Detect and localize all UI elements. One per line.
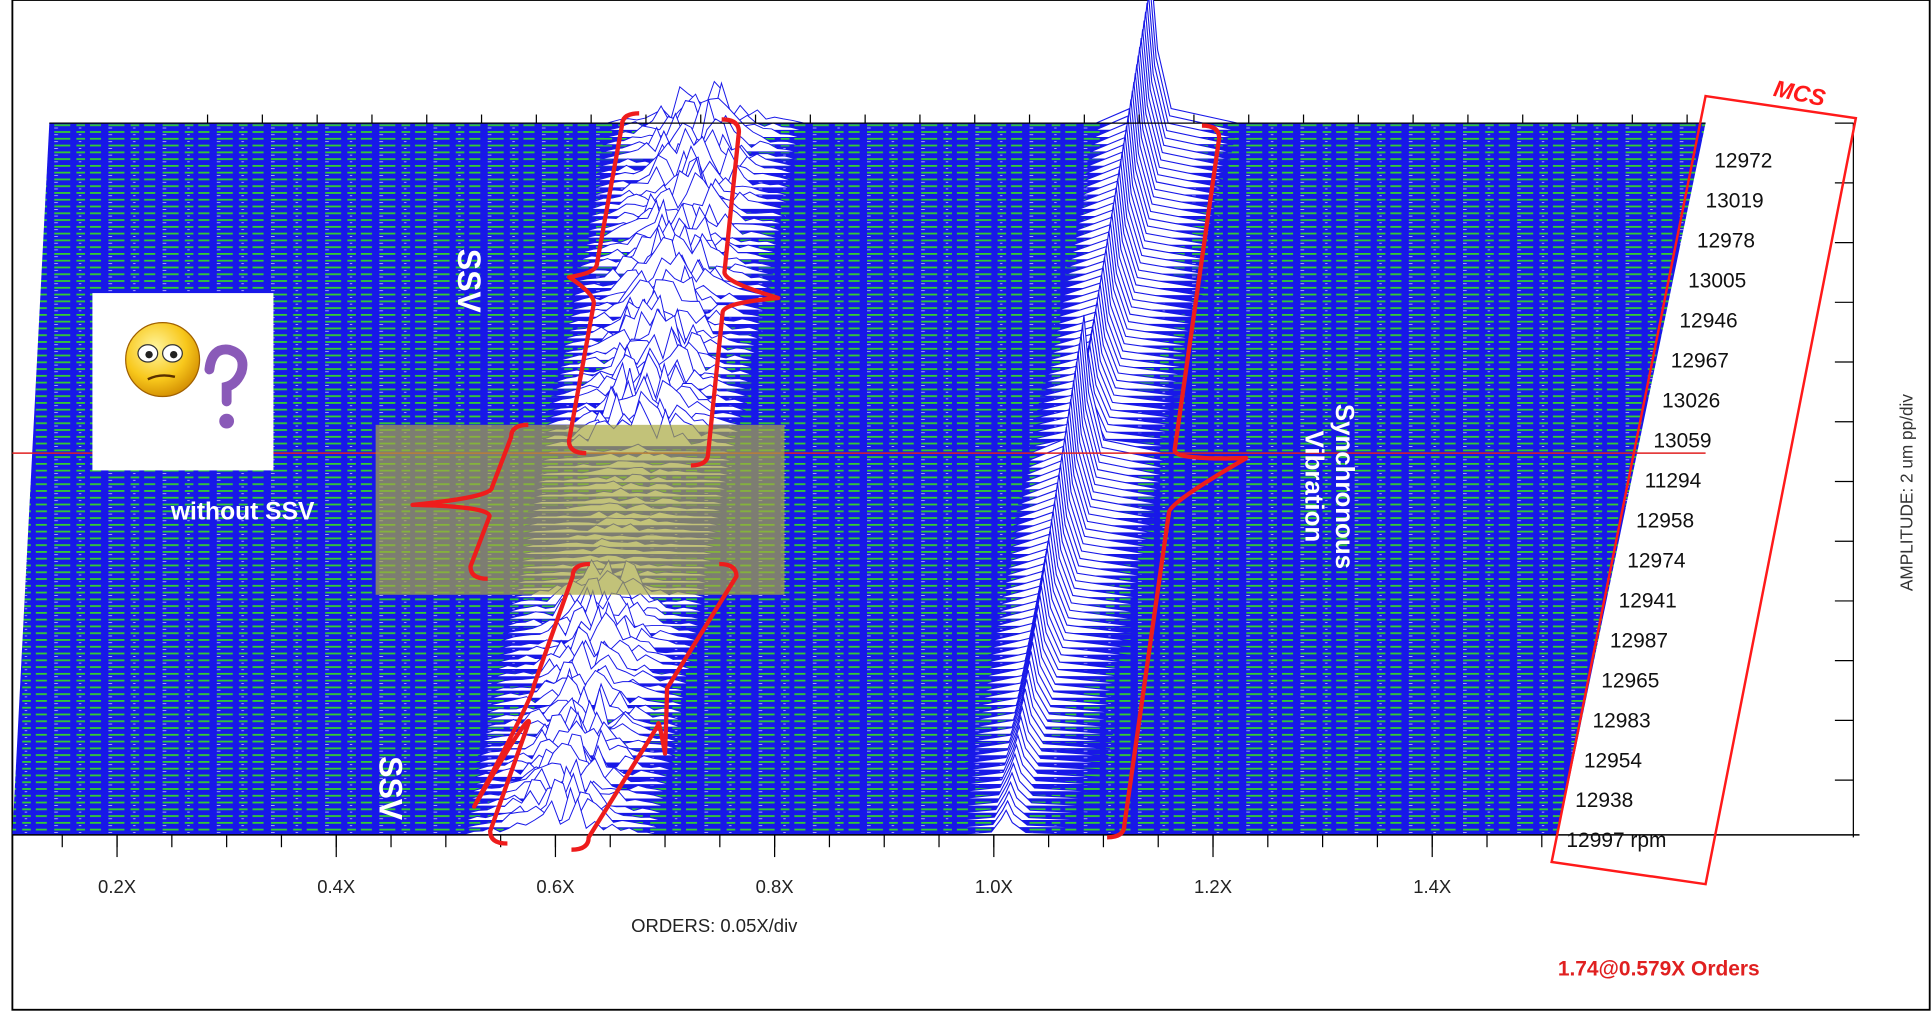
speed-label: 13005 [1688, 269, 1746, 292]
speed-label: 12965 [1601, 669, 1659, 692]
sync-trace [962, 733, 1105, 778]
ssv-trace [565, 279, 764, 325]
speed-label: 12954 [1584, 749, 1643, 772]
ssv-trace [583, 199, 781, 239]
sync-trace [966, 705, 1109, 757]
sync-trace [956, 771, 1099, 807]
speed-label: 12983 [1593, 709, 1651, 732]
speed-label: 12938 [1575, 789, 1633, 812]
sync-trace [958, 761, 1100, 800]
sync-trace [979, 623, 1122, 692]
speed-label: 12974 [1627, 549, 1686, 572]
ssv-trace [466, 772, 664, 814]
ssv-lower: SSV [372, 756, 408, 821]
ssv-trace [555, 325, 753, 376]
ssv-trace [492, 640, 690, 685]
speed-label: 13019 [1706, 189, 1764, 212]
x-tick-label: 1.2X [1194, 876, 1232, 897]
vibration-label: Vibration [1299, 431, 1327, 543]
without-ssv: without SSV [170, 499, 315, 526]
brace [571, 561, 739, 852]
ssv-trace [607, 80, 805, 124]
speed-label: 12987 [1610, 629, 1668, 652]
speed-label: 12958 [1636, 509, 1694, 532]
ssv-trace [488, 667, 686, 706]
annotations: without SSV SSV SSV Synchronous Vibratio… [170, 249, 1358, 821]
sync-trace [959, 752, 1102, 793]
brace [566, 111, 640, 456]
cursor-readout: 1.74@0.579X Orders [1558, 957, 1760, 980]
x-tick-label: 0.6X [536, 876, 574, 897]
sync-trace [981, 613, 1124, 685]
sync-trace [963, 724, 1106, 771]
sync-trace [972, 669, 1115, 728]
ssv-trace [558, 308, 756, 361]
sync-trace [968, 695, 1110, 750]
ssv-trace [498, 611, 696, 656]
sync-trace [974, 660, 1116, 721]
ssv-trace [461, 797, 659, 836]
x-tick-label: 0.2X [98, 876, 136, 897]
highlight-box [375, 424, 785, 595]
waterfall-background [12, 123, 1706, 835]
speed-label: 13026 [1662, 389, 1720, 412]
speed-label: 12997 rpm [1566, 829, 1666, 852]
speed-label: 12941 [1619, 589, 1677, 612]
x-tick-label: 0.4X [317, 876, 355, 897]
ssv-trace [587, 171, 786, 218]
x-tick-label: 1.0X [975, 876, 1013, 897]
speed-label: 12946 [1679, 309, 1737, 332]
x-axis-label: ORDERS: 0.05X/div [631, 915, 798, 936]
sync-trace [952, 799, 1094, 829]
ssv-trace [589, 157, 787, 210]
sync-trace [971, 679, 1113, 735]
sync-trace [960, 743, 1103, 786]
speed-label: 13059 [1653, 429, 1711, 452]
synchronous-label: Synchronous [1330, 404, 1358, 569]
brace [472, 561, 590, 846]
ssv-trace [493, 640, 692, 678]
sync-trace [969, 688, 1112, 742]
labels: ORDERS: 0.05X/div AMPLITUDE: 2 um pp/div… [98, 75, 1916, 980]
braces [410, 111, 1249, 852]
sync-trace [955, 780, 1097, 814]
ssv-upper: SSV [451, 249, 487, 314]
brace [690, 117, 781, 468]
speed-label: 12972 [1714, 149, 1772, 172]
sync-trace [977, 641, 1119, 707]
speed-label: 11294 [1645, 469, 1702, 492]
speed-label: 12978 [1697, 229, 1755, 252]
sync-trace [975, 651, 1118, 714]
ssv-trace [504, 592, 702, 627]
brace [1107, 123, 1249, 840]
question-icon [92, 293, 274, 471]
sync-trace [953, 790, 1096, 822]
speed-box [1550, 94, 1858, 886]
x-tick-label: 1.4X [1413, 876, 1451, 897]
brace [410, 422, 529, 581]
speed-label: 12967 [1671, 349, 1729, 372]
axes [12, 114, 1860, 858]
sync-trace [965, 714, 1108, 764]
sync-trace [978, 632, 1121, 699]
ssv-trace [463, 786, 661, 829]
amplitude-label: AMPLITUDE: 2 um pp/div [1896, 394, 1916, 592]
ssv-trace [601, 99, 799, 153]
x-tick-label: 0.8X [756, 876, 794, 897]
